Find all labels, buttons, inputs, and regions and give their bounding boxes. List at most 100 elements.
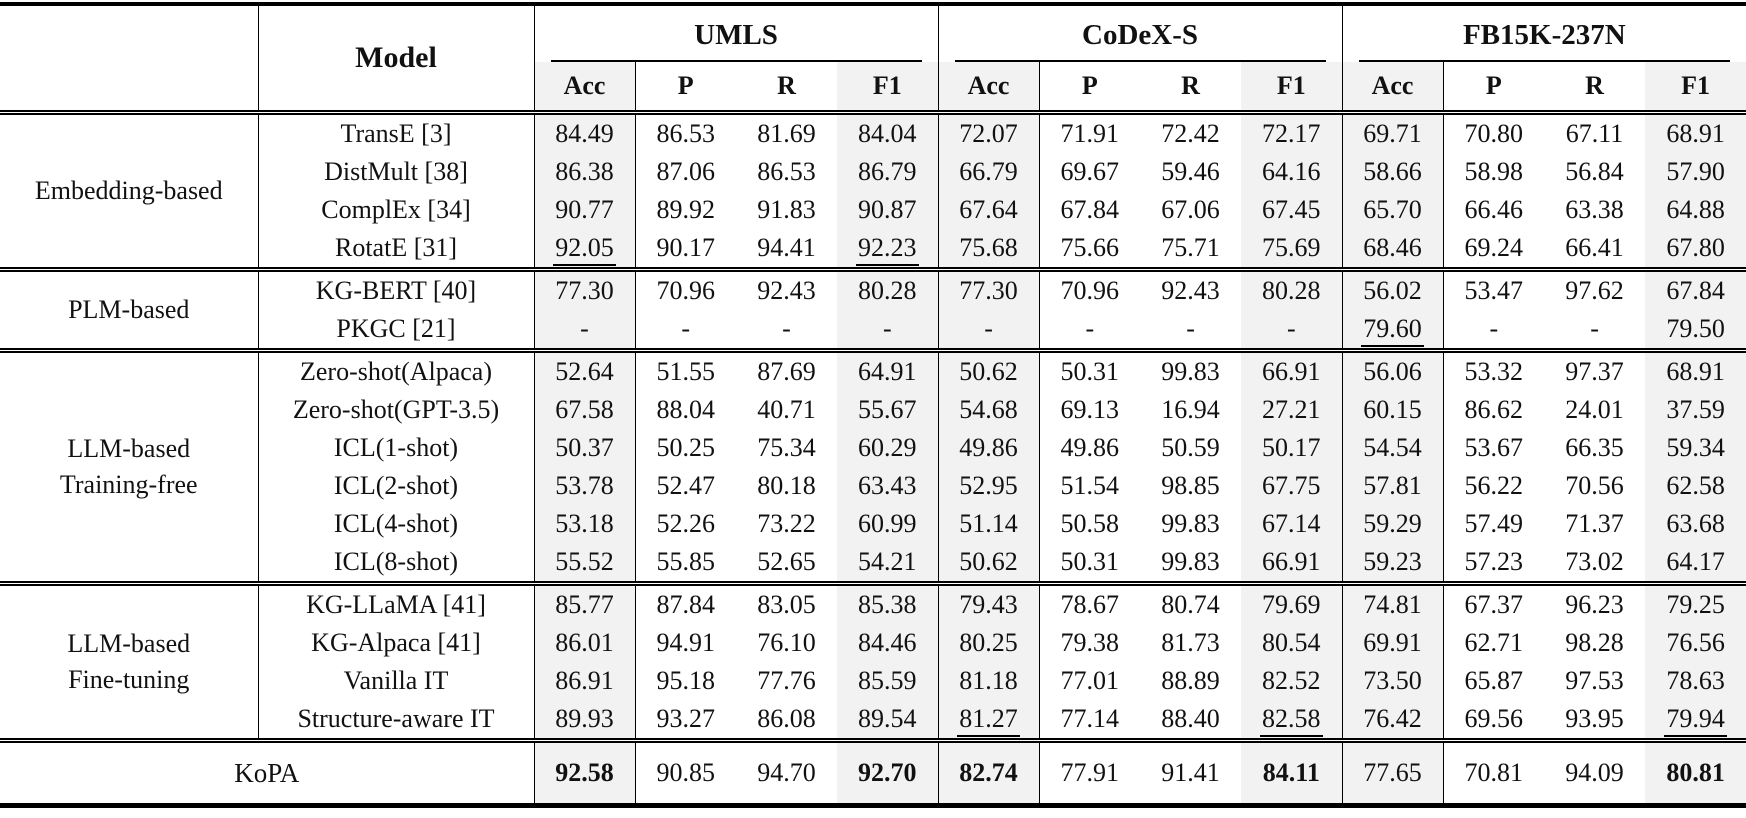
metric-cell: 67.11 [1565, 119, 1624, 148]
metric-cell: 24.01 [1565, 395, 1624, 424]
metric-cell: 50.17 [1241, 429, 1343, 467]
model-name-cell: RotatE [31] [257, 229, 534, 270]
metric-cell: 90.17 [656, 233, 716, 262]
metric-cell: 67.80 [1645, 229, 1746, 270]
metric-cell: 52.65 [757, 547, 816, 576]
metric-cell: 71.91 [1060, 119, 1120, 148]
table-row: LLM-based Fine-tuning KG-LLaMA [41] 85.77 8… [0, 581, 1746, 741]
metric-cell: 89.54 [837, 700, 939, 741]
model-name-cell: Vanilla IT [257, 662, 534, 700]
group-label-cell: LLM-based Fine-tuning [0, 581, 258, 741]
metric-cell: 72.42 [1161, 119, 1220, 148]
metric-cell: 50.59 [1161, 433, 1220, 462]
metric-cell: 70.80 [1464, 119, 1524, 148]
metric-cell: 77.14 [1060, 704, 1120, 733]
metric-cell: 73.50 [1341, 662, 1444, 700]
metric-cell: 64.91 [837, 348, 939, 391]
metric-cell: 83.05 [736, 581, 837, 624]
metric-cell: 56.02 [1341, 267, 1444, 310]
model-name-cell: TransE [3] [257, 112, 534, 153]
metric-cell: 88.04 [656, 395, 716, 424]
metric-cell: 50.31 [1060, 547, 1120, 576]
metric-header-p: P [1443, 62, 1545, 115]
metric-cell: 54.68 [937, 391, 1040, 429]
underlined-value: 81.27 [957, 704, 1020, 737]
metric-cell: 69.67 [1060, 157, 1120, 186]
dataset-header-1: CoDeX-S [937, 4, 1343, 62]
metric-cell: 70.56 [1565, 471, 1624, 500]
metric-cell: 76.56 [1645, 624, 1746, 662]
metric-cell: 86.38 [533, 153, 636, 191]
metric-cell: 66.79 [937, 153, 1040, 191]
metric-cell: 51.55 [635, 348, 736, 391]
dataset-name: FB15K-237N [1462, 19, 1626, 51]
metric-cell: 59.23 [1341, 543, 1444, 584]
metric-cell: 57.81 [1341, 467, 1444, 505]
metric-cell: 99.83 [1140, 348, 1242, 391]
metric-cell: 56.06 [1341, 348, 1444, 391]
metric-cell: 77.91 [1039, 738, 1141, 806]
dataset-name: UMLS [694, 19, 778, 51]
metric-cell: 78.63 [1645, 662, 1746, 700]
metric-header-p: P [635, 62, 736, 115]
metric-cell: 57.23 [1464, 547, 1524, 576]
metric-cell: - [782, 314, 791, 343]
metric-header-p: P [1039, 62, 1141, 115]
metric-cell: 67.58 [533, 391, 636, 429]
metric-cell: 92.70 [837, 738, 939, 806]
group-label-cell: LLM-based Training-free [0, 348, 258, 584]
metric-header-f1: F1 [1645, 62, 1746, 115]
metric-cell: 86.62 [1464, 395, 1524, 424]
metric-cell: 60.15 [1341, 391, 1444, 429]
metric-cell: 97.37 [1544, 348, 1646, 391]
metric-cell: 88.40 [1161, 704, 1220, 733]
model-name-cell: Structure-aware IT [257, 700, 534, 741]
metric-cell: 68.91 [1645, 112, 1746, 153]
metric-cell: 93.95 [1565, 704, 1624, 733]
metric-cell: 86.91 [533, 662, 636, 700]
table-row: LLM-based Training-free Zero-shot(Alpaca)… [0, 348, 1746, 584]
metric-cell: 78.67 [1039, 581, 1141, 624]
metric-cell: 53.78 [533, 467, 636, 505]
metric-cell: 73.22 [757, 509, 816, 538]
metric-cell: 50.25 [656, 433, 716, 462]
underlined-value: 92.23 [856, 233, 919, 266]
metric-cell: 67.75 [1241, 467, 1343, 505]
metric-cell: 92.05 [533, 229, 636, 270]
metric-cell: 80.54 [1241, 624, 1343, 662]
metric-header-acc: Acc [533, 62, 636, 115]
metric-cell: 93.27 [656, 704, 716, 733]
metric-cell: 53.67 [1464, 433, 1524, 462]
metric-cell: 81.27 [937, 700, 1040, 741]
dataset-name: CoDeX-S [1082, 19, 1199, 51]
model-name-cell: KG-LLaMA [41] [257, 581, 534, 624]
metric-cell: 75.68 [937, 229, 1040, 270]
table-row: RotatE [31] 92.05 90.17 94.41 92.23 75.68 75.6… [0, 229, 1746, 270]
metric-cell: 77.76 [757, 666, 816, 695]
metric-cell: 88.89 [1161, 666, 1220, 695]
bold-value: 84.11 [1262, 758, 1320, 787]
metric-cell: 76.10 [757, 628, 816, 657]
metric-cell: 80.28 [837, 267, 939, 310]
metric-cell: 86.53 [656, 119, 716, 148]
model-name-cell: Zero-shot(GPT-3.5) [257, 391, 534, 429]
table-row: Structure-aware IT 89.93 93.27 86.08 89.54 81… [0, 700, 1746, 741]
metric-cell: 77.30 [533, 267, 636, 310]
metric-cell: 54.54 [1341, 429, 1444, 467]
underlined-value: 79.60 [1361, 314, 1424, 347]
metric-cell: 59.46 [1161, 157, 1220, 186]
metric-cell: 96.23 [1544, 581, 1646, 624]
metric-cell: 64.88 [1645, 191, 1746, 229]
metric-cell: 62.58 [1645, 467, 1746, 505]
metric-header-acc: Acc [1341, 62, 1444, 115]
metric-cell: 52.64 [533, 348, 636, 391]
metric-cell: 64.16 [1241, 153, 1343, 191]
metric-cell: 97.62 [1544, 267, 1646, 310]
metric-header-f1: F1 [1241, 62, 1343, 115]
table-row: Embedding-based TransE [3] 84.49 86.53 81.69… [0, 112, 1746, 205]
metric-cell: 69.13 [1060, 395, 1120, 424]
metric-cell: - [1241, 310, 1343, 351]
metric-cell: 82.52 [1241, 662, 1343, 700]
metric-cell: 63.68 [1645, 505, 1746, 543]
